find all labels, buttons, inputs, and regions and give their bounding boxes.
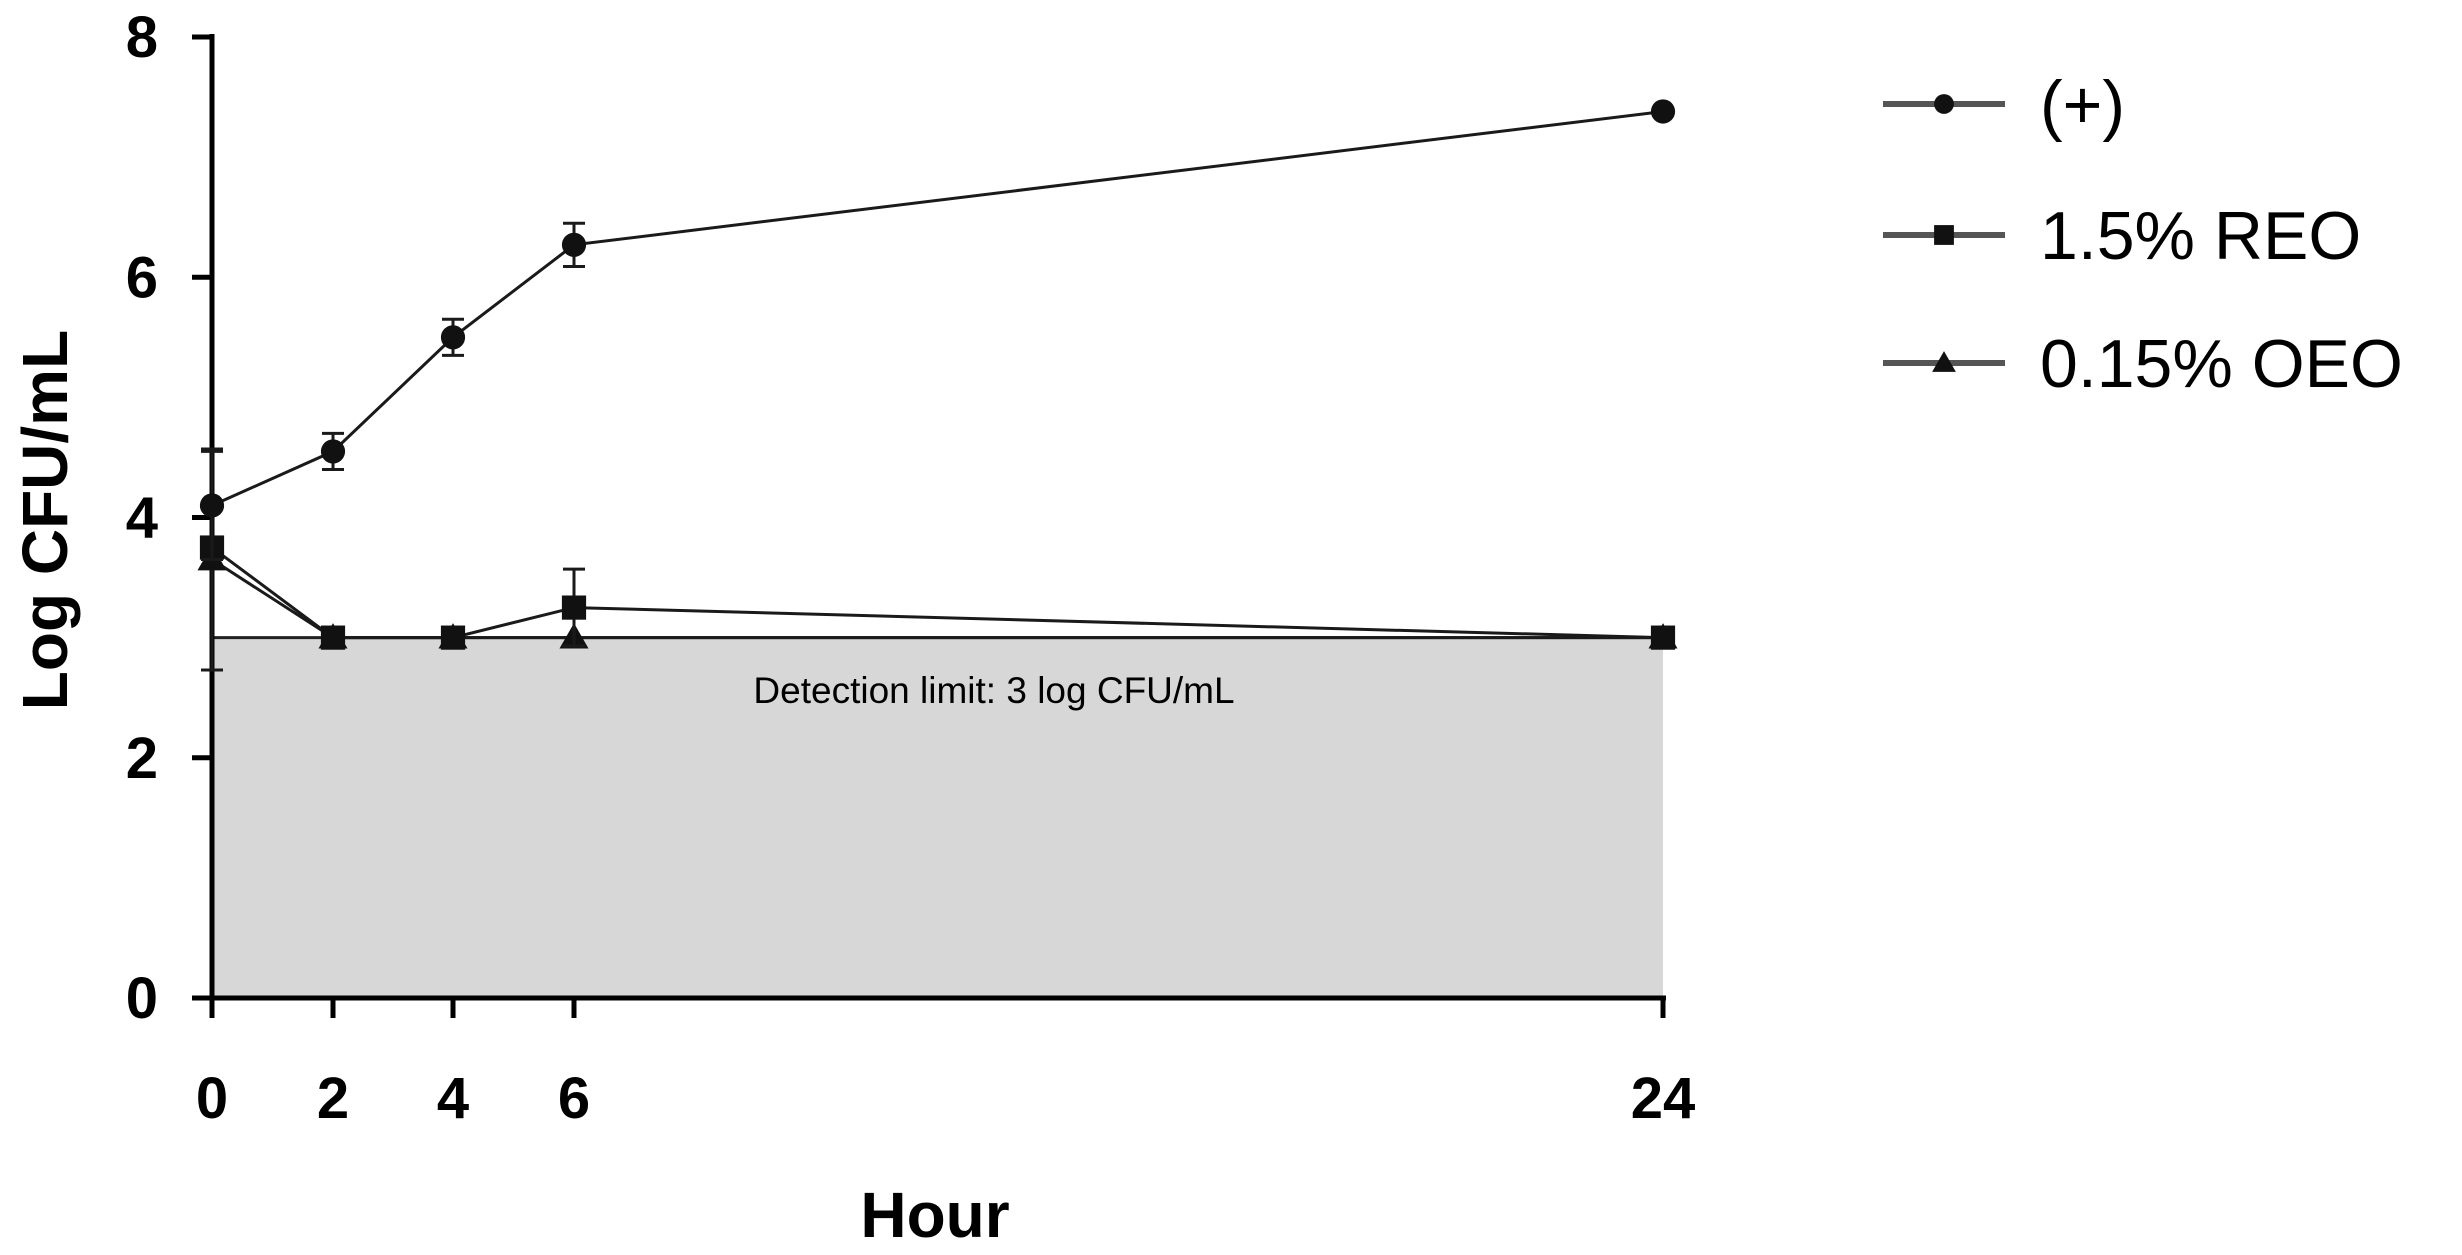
y-tick-label: 4 bbox=[126, 486, 158, 551]
data-point bbox=[561, 595, 587, 620]
detection-limit-label: Detection limit: 3 log CFU/mL bbox=[753, 670, 1234, 711]
y-tick-label: 2 bbox=[126, 726, 158, 791]
y-tick-label: 6 bbox=[126, 245, 158, 310]
legend-label: 1.5% REO bbox=[2040, 198, 2361, 274]
legend-label: (+) bbox=[2040, 67, 2125, 143]
series-square bbox=[199, 535, 1676, 650]
data-point bbox=[1932, 351, 1956, 372]
x-axis: 0 2 4 6 24 bbox=[196, 995, 1696, 1131]
x-tick-label: 2 bbox=[317, 1066, 349, 1131]
x-tick-label: 0 bbox=[196, 1066, 228, 1131]
y-axis: 0 2 4 6 8 bbox=[126, 5, 215, 1031]
y-axis-title: Log CFU/mL bbox=[9, 330, 81, 710]
legend: (+) 1.5% REO 0.15% OEO bbox=[1883, 67, 2403, 402]
data-point bbox=[320, 439, 346, 464]
legend-item: 1.5% REO bbox=[1883, 198, 2361, 274]
x-tick-label: 6 bbox=[558, 1066, 590, 1131]
legend-item: (+) bbox=[1883, 67, 2125, 143]
data-point bbox=[1650, 625, 1676, 650]
detection-limit-region bbox=[212, 637, 1663, 998]
data-point bbox=[1934, 94, 1954, 114]
legend-label: 0.15% OEO bbox=[2040, 326, 2403, 402]
series-line bbox=[211, 558, 1663, 640]
x-tick-label: 4 bbox=[437, 1066, 469, 1131]
series-layer bbox=[197, 99, 1678, 672]
series-line bbox=[211, 109, 1664, 507]
data-point bbox=[199, 493, 225, 518]
x-tick-label: 24 bbox=[1631, 1066, 1696, 1131]
y-tick-label: 8 bbox=[126, 5, 158, 70]
plot-area: Detection limit: 3 log CFU/mL bbox=[212, 636, 1663, 998]
x-axis-title: Hour bbox=[860, 1179, 1009, 1251]
data-point bbox=[320, 625, 346, 650]
data-point bbox=[1934, 225, 1954, 245]
data-point bbox=[1650, 99, 1676, 124]
series-line bbox=[211, 546, 1664, 640]
y-tick-label: 0 bbox=[126, 966, 158, 1031]
data-point bbox=[440, 625, 466, 650]
data-point bbox=[561, 232, 587, 257]
legend-item: 0.15% OEO bbox=[1883, 326, 2403, 402]
series-circle bbox=[199, 99, 1676, 562]
data-point bbox=[440, 325, 466, 350]
